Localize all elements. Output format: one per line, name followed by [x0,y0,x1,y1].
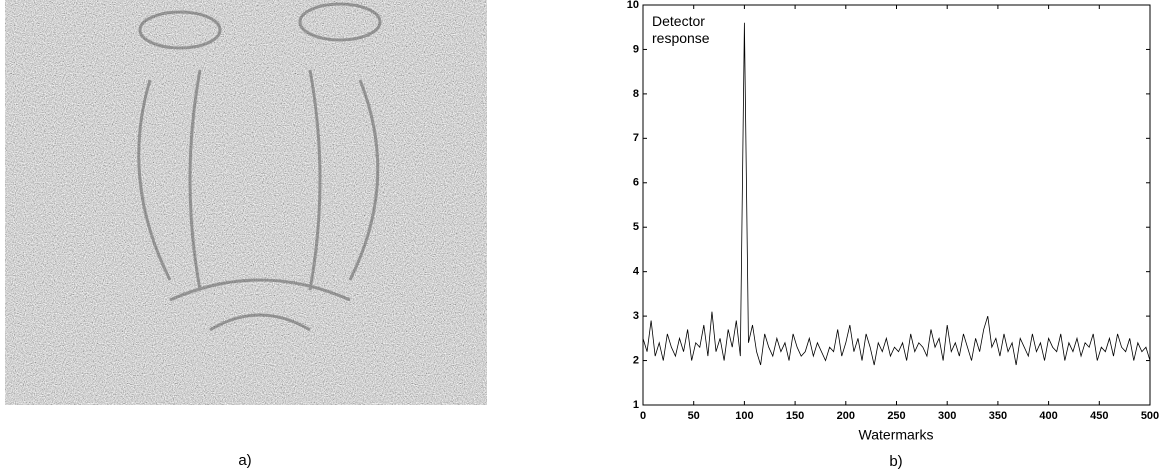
y-tick-label: 5 [633,221,639,233]
y-tick-label: 7 [633,132,639,144]
x-tick-label: 500 [1141,410,1159,422]
y-tick-label: 2 [633,354,639,366]
annotation: Detector response [652,13,710,46]
caption: a) [238,452,251,469]
y-tick-label: 1 [633,399,639,411]
x-tick-label: 300 [938,410,956,422]
x-tick-label: 150 [786,410,804,422]
x-tick-label: 200 [837,410,855,422]
x-tick-label: 450 [1090,410,1108,422]
y-tick-label: 8 [633,88,639,100]
caption: b) [889,453,902,470]
x-axis-label: Watermarks [859,427,934,443]
texture-image [5,0,487,405]
y-tick-label: 10 [627,0,639,11]
x-tick-label: 100 [735,410,753,422]
x-tick-label: 50 [688,410,700,422]
y-tick-label: 3 [633,310,639,322]
x-tick-label: 250 [887,410,905,422]
x-tick-label: 400 [1039,410,1057,422]
y-tick-label: 6 [633,177,639,189]
y-tick-label: 9 [633,43,639,55]
plot-frame [642,4,1151,406]
x-tick-label: 350 [989,410,1007,422]
y-tick-label: 4 [633,266,640,278]
x-tick-label: 0 [640,410,646,422]
data-line [642,22,1151,366]
